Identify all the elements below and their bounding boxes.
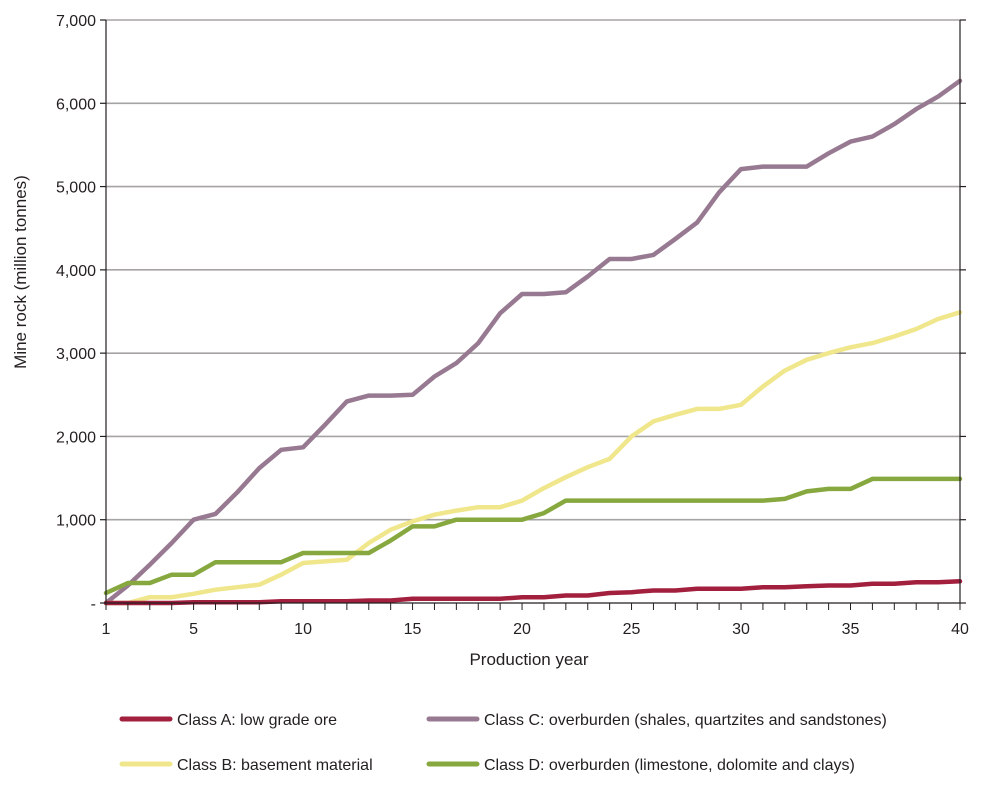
legend-item-4: Class D: overburden (limestone, dolomite… (426, 757, 855, 774)
y-tick-label: 5,000 (56, 180, 96, 197)
gridlines (106, 19, 960, 521)
y-axis-title: Mine rock (million tonnes) (11, 175, 30, 369)
series-line-3 (103, 78, 963, 606)
legend-item-2: Class B: basement material (119, 757, 373, 774)
axes (100, 19, 966, 610)
x-tick-label: 20 (513, 621, 531, 638)
x-axis-tick-labels: 1 5 10 15 20 25 30 35 40 (102, 621, 969, 638)
x-tick-label: 1 (102, 621, 111, 638)
y-tick-label: 6,000 (56, 96, 96, 113)
series-lines (103, 78, 963, 606)
y-tick-label: 1,000 (56, 513, 96, 530)
legend-item-1: Class A: low grade ore (119, 712, 337, 729)
x-tick-label: 40 (951, 621, 969, 638)
legend: Class A: low grade ore Class B: basement … (119, 712, 887, 774)
x-tick-label: 5 (189, 621, 198, 638)
legend-label: Class B: basement material (177, 757, 373, 774)
x-tick-label: 15 (404, 621, 422, 638)
legend-label: Class C: overburden (shales, quartzites … (484, 712, 887, 729)
y-tick-label: 2,000 (56, 429, 96, 446)
legend-item-3: Class C: overburden (shales, quartzites … (426, 712, 887, 729)
x-tick-label: 35 (842, 621, 860, 638)
y-tick-label: 4,000 (56, 263, 96, 280)
x-tick-label: 25 (623, 621, 641, 638)
y-tick-label: 3,000 (56, 346, 96, 363)
x-tick-label: 30 (732, 621, 750, 638)
y-tick-label: - (91, 596, 96, 613)
series-line-4 (103, 476, 963, 596)
y-axis-tick-labels: - 1,000 2,000 3,000 4,000 5,000 6,000 7,000 (56, 13, 96, 613)
legend-label: Class A: low grade ore (177, 712, 337, 729)
x-axis-title: Production year (469, 650, 588, 669)
y-tick-label: 7,000 (56, 13, 96, 30)
series-line-2 (103, 310, 963, 606)
x-tick-label: 10 (294, 621, 312, 638)
legend-label: Class D: overburden (limestone, dolomite… (484, 757, 855, 774)
series-line-1 (103, 579, 963, 606)
